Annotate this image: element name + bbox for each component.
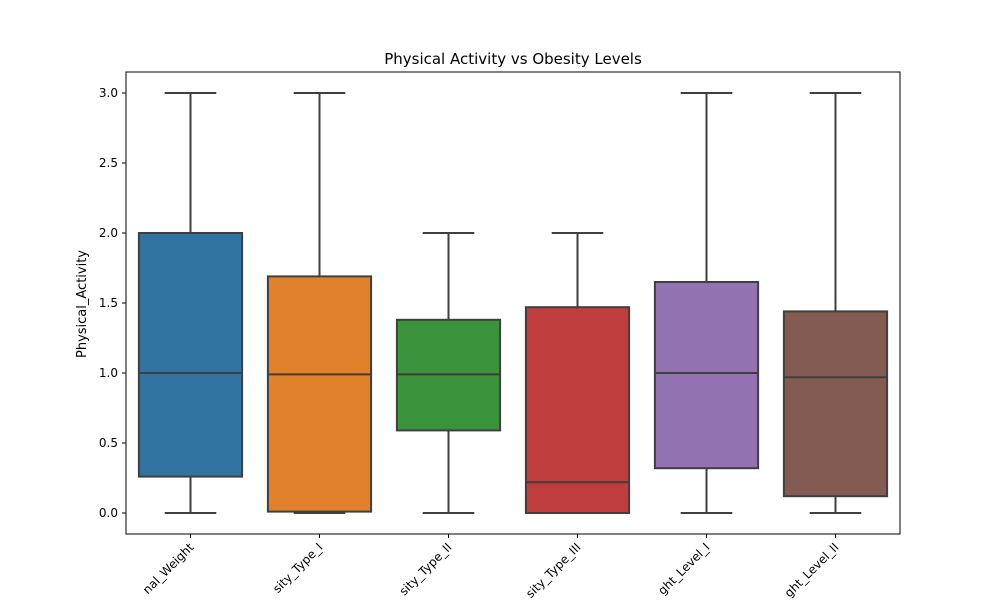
box-Overweight_Level_I [653, 281, 760, 470]
x-tick-label: ght_Level_II [782, 540, 842, 600]
y-tick-label: 1.5 [99, 296, 118, 310]
x-tick-label: sity_Type_II [397, 540, 455, 598]
plot-area: 0.0 0.5 1.0 1.5 2.0 2.5 3.0 nal_Weight sity_Type… [99, 86, 889, 600]
axes-frame [125, 71, 901, 535]
y-tick-label: 2.0 [99, 226, 118, 240]
x-tick-label: sity_Type_I [270, 540, 326, 596]
y-tick-label: 2.5 [99, 156, 118, 170]
y-axis-label: Physical_Activity [75, 250, 90, 358]
y-tick-label: 1.0 [99, 366, 118, 380]
box-Obesity_Type_I [266, 275, 373, 513]
y-tick-label: 0.0 [99, 506, 118, 520]
x-tick-label: ght_Level_I [655, 540, 712, 597]
box-Obesity_Type_III [524, 306, 631, 515]
x-tick-label: sity_Type_III [523, 540, 584, 600]
box-Overweight_Level_II [782, 310, 889, 498]
y-tick-label: 0.5 [99, 436, 118, 450]
x-tick-label: nal_Weight [140, 540, 197, 597]
y-tick-label: 3.0 [99, 86, 118, 100]
box-Normal_Weight [137, 232, 244, 478]
chart-title: Physical Activity vs Obesity Levels [384, 50, 642, 68]
